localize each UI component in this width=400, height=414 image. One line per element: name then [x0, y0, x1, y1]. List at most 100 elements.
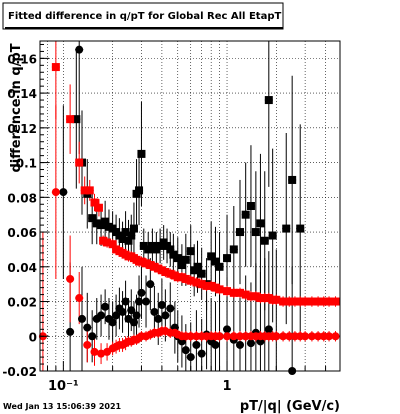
data-point-square	[94, 203, 103, 212]
y-tick-label: 0.04	[7, 261, 37, 275]
data-point-circle	[161, 311, 170, 320]
data-point-circle	[97, 349, 106, 358]
data-point-square	[166, 245, 175, 254]
data-point-square	[268, 231, 277, 240]
data-point-square	[66, 115, 75, 124]
data-point-circle	[307, 332, 316, 341]
data-point-circle	[264, 325, 273, 334]
data-point-circle	[129, 318, 138, 327]
data-point-circle	[135, 297, 144, 306]
data-point-square	[103, 238, 112, 247]
data-point-circle	[75, 294, 84, 303]
data-point-square	[173, 273, 182, 282]
data-point-square	[331, 297, 340, 306]
data-point-circle	[78, 314, 87, 323]
data-point-square	[241, 210, 250, 219]
timestamp-label: Wed Jan 13 15:06:39 2021	[3, 402, 122, 411]
marker-layer	[38, 45, 340, 375]
data-point-circle	[112, 311, 121, 320]
data-point-circle	[132, 311, 141, 320]
data-point-circle	[59, 188, 68, 197]
data-point-circle	[223, 325, 232, 334]
data-point-square	[307, 297, 316, 306]
data-point-circle	[197, 349, 206, 358]
data-point-square	[246, 292, 255, 301]
axis-layer: -0.02 0 0.02 0.04 0.06 0.08 0.1 0.12 0.14 0.16 10⁻…	[2, 43, 327, 394]
data-point-square	[144, 245, 153, 254]
data-point-square	[137, 257, 146, 266]
data-point-circle	[118, 307, 127, 316]
data-point-square	[202, 281, 211, 290]
data-point-square	[251, 228, 260, 237]
y-tick-label: 0.08	[7, 191, 37, 205]
data-point-square	[260, 294, 269, 303]
data-point-square	[75, 158, 84, 167]
data-point-circle	[211, 340, 220, 349]
data-point-square	[197, 280, 206, 289]
data-point-square	[166, 269, 175, 278]
data-point-circle	[88, 332, 97, 341]
data-point-circle	[150, 307, 159, 316]
y-tick-label: 0.16	[7, 52, 37, 66]
data-point-square	[92, 219, 101, 228]
data-point-circle	[51, 188, 60, 197]
y-axis-title: difference in q/pT	[9, 43, 24, 172]
data-point-circle	[181, 346, 190, 355]
data-point-square	[272, 295, 281, 304]
data-point-square	[186, 247, 195, 256]
data-point-square	[246, 202, 255, 210]
data-point-circle	[83, 323, 92, 332]
y-tick-label: 0.1	[16, 157, 37, 171]
data-point-circle	[331, 332, 340, 341]
data-point-square	[192, 278, 201, 287]
data-point-circle	[246, 339, 255, 348]
data-point-square	[173, 254, 182, 263]
data-point-square	[197, 269, 206, 278]
data-point-circle	[235, 340, 244, 349]
y-tick-label: 0.02	[7, 296, 37, 310]
title-box: Fitted difference in q/pT for Global Rec…	[2, 2, 284, 30]
data-point-circle	[66, 274, 75, 283]
data-point-square	[260, 236, 269, 245]
y-tick-label: 0.06	[7, 226, 37, 240]
data-point-square	[207, 252, 216, 261]
data-point-circle	[137, 288, 146, 297]
data-point-circle	[314, 332, 323, 341]
data-point-square	[229, 288, 238, 297]
x-axis-title: pT/|q| (GeV/c)	[240, 399, 340, 414]
data-point-square	[215, 285, 224, 294]
data-point-square	[193, 262, 202, 271]
title-frame	[2, 2, 284, 30]
y-tick-label: 0.12	[7, 122, 37, 136]
data-point-square	[90, 198, 99, 207]
grid-layer	[40, 41, 340, 372]
data-point-circle	[146, 280, 155, 289]
data-point-square	[285, 297, 294, 306]
data-point-square	[181, 274, 190, 283]
data-point-circle	[229, 332, 238, 341]
x-tick-label: 10⁻¹	[48, 379, 79, 394]
data-point-square	[169, 250, 178, 259]
chart-title: Fitted difference in q/pT for Global Rec…	[8, 11, 281, 22]
data-point-square	[97, 221, 106, 230]
data-point-square	[296, 297, 305, 306]
data-point-circle	[66, 327, 75, 336]
data-point-circle	[127, 306, 136, 315]
data-point-square	[177, 261, 186, 270]
data-point-square	[186, 276, 195, 285]
plot-frame	[39, 40, 341, 372]
data-point-square	[88, 214, 97, 223]
data-point-square	[85, 186, 94, 195]
data-point-square	[235, 288, 244, 297]
data-point-square	[264, 96, 273, 105]
data-point-square	[142, 259, 151, 268]
data-point-circle	[157, 301, 166, 309]
y-tick-label: -0.02	[2, 365, 37, 379]
data-point-square	[211, 283, 220, 292]
data-point-square	[241, 290, 250, 299]
data-point-circle	[325, 332, 334, 341]
data-point-square	[235, 228, 244, 237]
data-point-circle	[83, 340, 92, 349]
y-tick-label: 0	[29, 330, 37, 344]
data-point-square	[288, 175, 297, 184]
